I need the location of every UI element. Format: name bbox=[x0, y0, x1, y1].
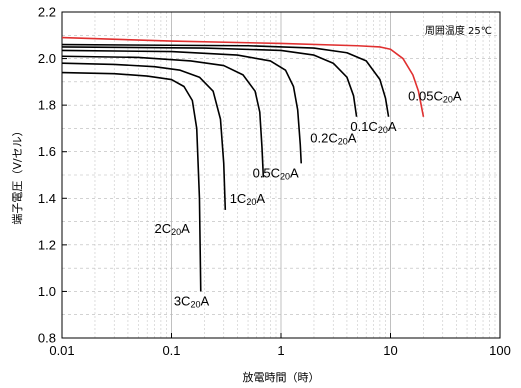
y-tick-label: 1.2 bbox=[38, 237, 56, 252]
series-line bbox=[61, 62, 227, 210]
series-label-unit: A bbox=[348, 130, 357, 145]
x-tick-label: 0.01 bbox=[49, 343, 74, 358]
series-label-subscript: 20 bbox=[443, 94, 453, 104]
series-line bbox=[61, 55, 265, 178]
x-tick-label: 100 bbox=[489, 343, 511, 358]
series-label: 0.5C20A bbox=[253, 165, 299, 181]
series-label-unit: A bbox=[256, 191, 265, 206]
series-label-main: 0.1C bbox=[350, 119, 377, 134]
series-label-unit: A bbox=[181, 221, 190, 236]
y-axis-title: 端子電圧（V/セル） bbox=[11, 125, 24, 224]
series-label-subscript: 20 bbox=[280, 171, 290, 181]
series-label: 1C20A bbox=[230, 191, 266, 207]
y-tick-label: 2.0 bbox=[38, 51, 56, 66]
x-tick-label: 0.1 bbox=[162, 343, 180, 358]
series-line bbox=[61, 43, 390, 117]
series-label-main: 3C bbox=[174, 293, 191, 308]
y-tick-label: 2.2 bbox=[38, 5, 56, 20]
y-tick-label: 1.0 bbox=[38, 284, 56, 299]
x-axis-title: 放電時間（時） bbox=[243, 370, 320, 384]
series-label-subscript: 20 bbox=[378, 125, 388, 135]
series-label-subscript: 20 bbox=[171, 227, 181, 237]
series-label: 0.1C20A bbox=[350, 119, 396, 135]
series-line bbox=[61, 36, 425, 117]
series-label-subscript: 20 bbox=[246, 197, 256, 207]
series-label-subscript: 20 bbox=[190, 299, 200, 309]
y-tick-label: 1.8 bbox=[38, 98, 56, 113]
y-tick-label: 1.4 bbox=[38, 191, 56, 206]
series-label-unit: A bbox=[388, 119, 397, 134]
series-label-main: 2C bbox=[155, 221, 172, 236]
series-label-unit: A bbox=[290, 165, 299, 180]
series-line bbox=[61, 49, 303, 164]
series-label-main: 0.2C bbox=[310, 130, 337, 145]
series-label-subscript: 20 bbox=[338, 136, 348, 146]
temperature-annotation: 周囲温度 25℃ bbox=[425, 24, 492, 37]
y-tick-label: 0.8 bbox=[38, 331, 56, 346]
series-label: 0.2C20A bbox=[310, 130, 356, 146]
series-label-main: 0.05C bbox=[408, 88, 443, 103]
series-label-main: 1C bbox=[230, 191, 247, 206]
x-tick-label: 10 bbox=[383, 343, 397, 358]
x-tick-label: 1 bbox=[277, 343, 284, 358]
series-label-unit: A bbox=[453, 88, 462, 103]
series-label: 2C20A bbox=[155, 221, 191, 237]
series-label-unit: A bbox=[200, 293, 209, 308]
y-tick-label: 1.6 bbox=[38, 144, 56, 159]
series-line bbox=[61, 46, 358, 117]
series-label-main: 0.5C bbox=[253, 165, 280, 180]
series-label: 3C20A bbox=[174, 293, 210, 309]
series-line bbox=[61, 71, 202, 292]
series-label: 0.05C20A bbox=[408, 88, 462, 104]
